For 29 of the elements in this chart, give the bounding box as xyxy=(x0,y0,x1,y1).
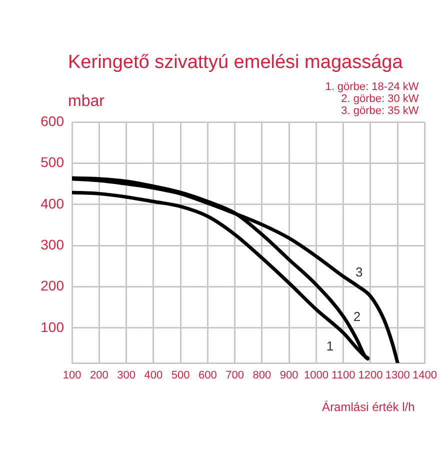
x-tick-label: 1300 xyxy=(385,370,410,382)
x-tick-label: 1100 xyxy=(332,370,356,382)
y-axis-title: mbar xyxy=(68,93,106,110)
y-tick-label: 300 xyxy=(40,236,64,252)
text: 2. görbe: 30 kW xyxy=(341,93,420,105)
x-tick-label: 700 xyxy=(226,370,244,382)
x-tick-label: 500 xyxy=(171,370,190,382)
x-tick-label: 100 xyxy=(62,370,82,382)
series-label: 3 xyxy=(355,264,363,280)
y-tick-label: 600 xyxy=(40,112,64,129)
y-tick-label: 100 xyxy=(40,318,64,335)
x-tick-label: 1400 xyxy=(412,370,438,382)
x-tick-label: 800 xyxy=(252,370,272,382)
x-tick-label: 600 xyxy=(198,370,217,382)
series-label: 1 xyxy=(326,338,334,354)
y-tick-label: 400 xyxy=(40,195,64,212)
x-tick-label: 400 xyxy=(144,370,163,382)
series-label: 2 xyxy=(353,309,361,324)
x-tick-label: 200 xyxy=(90,370,108,382)
x-tick-label: 1000 xyxy=(304,370,328,382)
y-tick-label: 500 xyxy=(40,154,64,170)
chart-title: Keringető szivattyú emelési magassága xyxy=(68,52,404,73)
x-tick-label: 900 xyxy=(280,370,298,382)
x-tick-label: 300 xyxy=(117,370,136,382)
x-tick-label: 1200 xyxy=(358,370,383,382)
y-tick-label: 200 xyxy=(40,278,64,294)
text: 1. görbe: 18-24 kW xyxy=(325,81,420,93)
x-axis-title: Áramlási érték l/h xyxy=(322,400,415,414)
text: 3. görbe: 35 kW xyxy=(341,105,420,117)
